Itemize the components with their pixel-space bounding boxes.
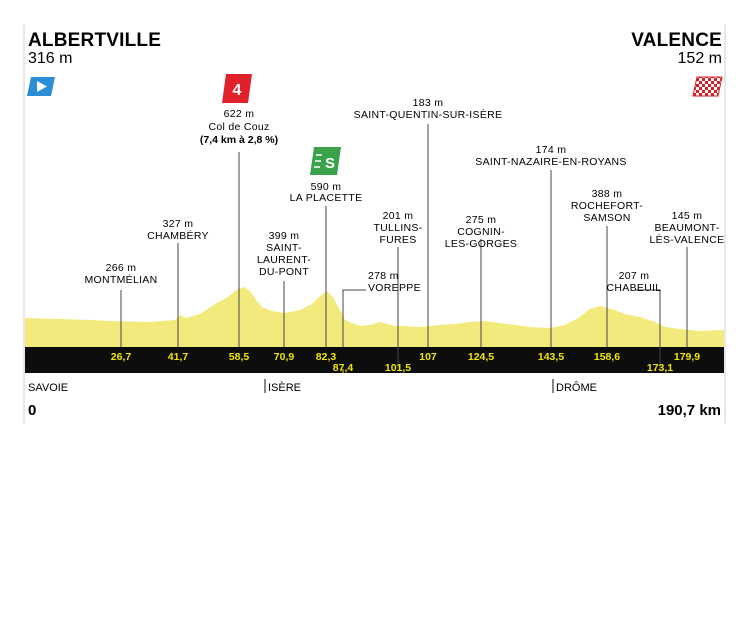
- waypoint-name-chabeuil: CHABEUIL: [607, 282, 662, 294]
- climb-detail: (7,4 km à 2,8 %): [200, 134, 278, 146]
- waypoint-altitude-cognin: 275 m: [466, 214, 497, 226]
- km-label: 179,9: [674, 351, 700, 363]
- km-axis-bar: [25, 347, 724, 373]
- region-isere: ISÈRE: [268, 381, 301, 394]
- waypoint-altitude-montm-lian: 266 m: [106, 262, 137, 274]
- climb-altitude: 622 m: [224, 108, 255, 120]
- km-label: 26,7: [111, 351, 132, 363]
- waypoint-name-tullins: FURES: [379, 234, 416, 246]
- waypoint-name-tullins: TULLINS-: [373, 222, 422, 234]
- waypoint-altitude-beaumont: 145 m: [672, 210, 703, 222]
- km-label: 58,5: [229, 351, 250, 363]
- waypoint-leaders: [120, 124, 688, 370]
- waypoint-name-beaumont: BEAUMONT-: [654, 222, 719, 234]
- waypoint-name-rochefort: ROCHEFORT-: [571, 200, 643, 212]
- waypoint-altitude-saint-nazaire-en-royans: 174 m: [536, 144, 567, 156]
- waypoint-altitude-chabeuil: 207 m: [619, 270, 650, 282]
- km-label: 101,5: [385, 362, 411, 374]
- sprint-altitude: 590 m: [311, 181, 342, 193]
- waypoint-name-montm-lian: MONTMÉLIAN: [84, 273, 157, 286]
- waypoint-name-voreppe: VOREPPE: [368, 282, 421, 294]
- waypoint-name-saint-nazaire-en-royans: SAINT-NAZAIRE-EN-ROYANS: [475, 156, 626, 168]
- finish-name: VALENCE: [631, 30, 722, 51]
- leader-voreppe: [342, 289, 366, 347]
- waypoint-name-saint: DU-PONT: [259, 266, 309, 278]
- km-label: 158,6: [594, 351, 620, 363]
- finish-altitude: 152 m: [678, 50, 722, 67]
- start-altitude: 316 m: [28, 50, 72, 67]
- waypoint-name-rochefort: SAMSON: [583, 212, 630, 224]
- elevation-area: [25, 287, 724, 347]
- km-label: 87,4: [333, 362, 354, 374]
- km-label: 173,1: [647, 362, 673, 374]
- km-label: 70,9: [274, 351, 295, 363]
- waypoint-name-saint: SAINT-: [266, 242, 302, 254]
- waypoint-altitude-tullins: 201 m: [383, 210, 414, 222]
- region-drome: DRÔME: [556, 381, 597, 394]
- finish-flag-icon: [692, 76, 723, 97]
- distance-start: 0: [28, 402, 36, 419]
- climb-name: Col de Couz: [208, 121, 269, 133]
- km-label: 107: [419, 351, 437, 363]
- waypoint-name-cognin: LES-GORGES: [445, 238, 517, 250]
- waypoint-name-beaumont: LÈS-VALENCE: [650, 233, 725, 246]
- climb-category-label: 4: [233, 82, 242, 99]
- climb-category-icon: 4: [222, 74, 252, 103]
- start-name: ALBERTVILLE: [28, 30, 161, 51]
- region-savoie: SAVOIE: [28, 382, 68, 394]
- km-label: 124,5: [468, 351, 494, 363]
- waypoint-altitude-saint-quentin-sur-is-re: 183 m: [413, 97, 444, 109]
- waypoint-name-cognin: COGNIN-: [457, 226, 505, 238]
- km-label: 82,3: [316, 351, 337, 363]
- leader-chabeuil: [636, 289, 661, 370]
- sprint-name: LA PLACETTE: [290, 192, 363, 204]
- distance-total: 190,7 km: [658, 402, 721, 419]
- km-labels: 26,7 41,7 58,5 70,9 82,387,4 101,5 107 124,5 143…: [111, 351, 701, 374]
- waypoint-altitude-rochefort: 388 m: [592, 188, 623, 200]
- sprint-icon: S: [310, 147, 341, 175]
- waypoint-altitude-saint: 399 m: [269, 230, 300, 242]
- km-label: 143,5: [538, 351, 564, 363]
- waypoint-altitude-chamb-ry: 327 m: [163, 218, 194, 230]
- waypoint-altitude-voreppe: 278 m: [368, 270, 399, 282]
- waypoint-name-saint: LAURENT-: [257, 254, 312, 266]
- sprint-symbol: S: [325, 155, 335, 172]
- km-label: 41,7: [168, 351, 189, 363]
- waypoint-name-chamb-ry: CHAMBÉRY: [147, 229, 209, 242]
- start-flag-icon: [27, 77, 55, 96]
- waypoint-name-saint-quentin-sur-is-re: SAINT-QUENTIN-SUR-ISÈRE: [354, 108, 503, 121]
